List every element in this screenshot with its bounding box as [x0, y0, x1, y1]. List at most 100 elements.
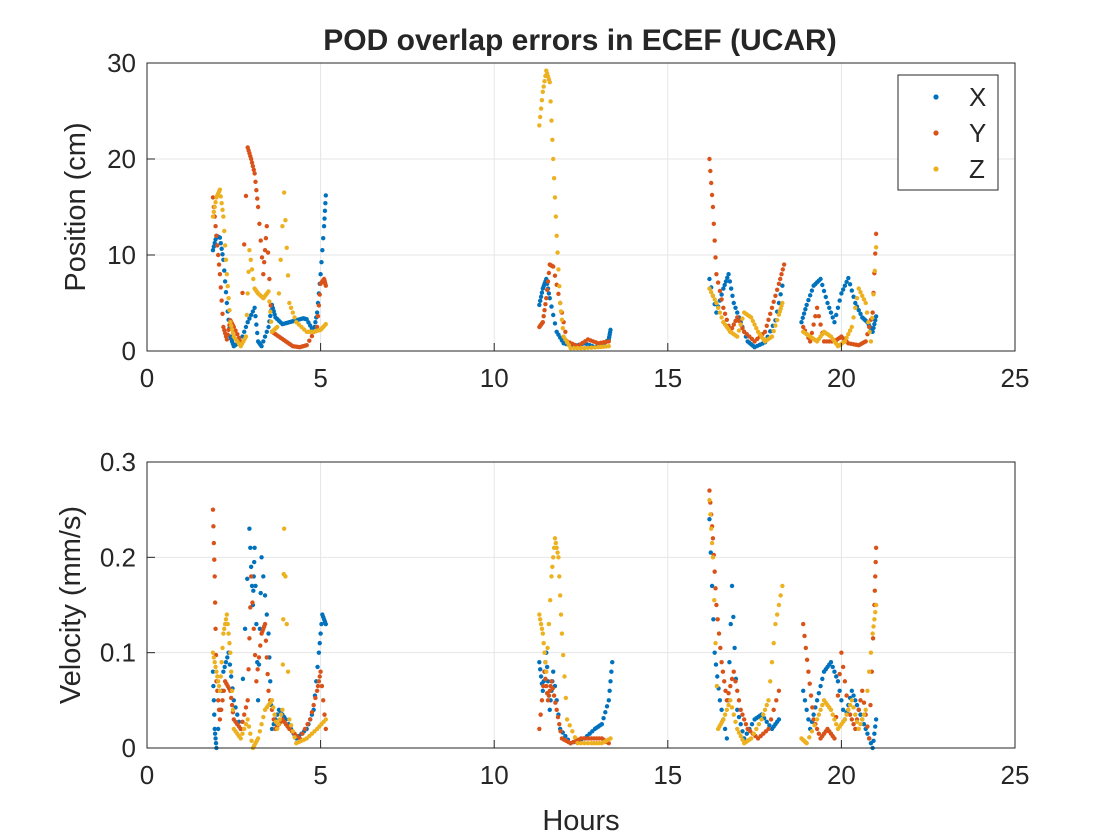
data-point	[842, 339, 848, 344]
data-point	[318, 669, 323, 674]
data-point	[804, 657, 810, 663]
data-point	[865, 724, 870, 729]
data-point	[547, 707, 552, 713]
data-point	[249, 738, 254, 744]
data-point	[248, 564, 254, 570]
data-point	[800, 315, 805, 321]
data-point	[540, 320, 546, 325]
data-point	[721, 286, 726, 291]
data-point	[538, 294, 544, 299]
data-point	[732, 645, 737, 651]
data-point	[575, 345, 580, 351]
data-point	[225, 332, 230, 337]
data-point	[708, 550, 713, 555]
data-point	[315, 683, 321, 689]
data-point	[210, 214, 216, 219]
data-point	[245, 291, 250, 296]
data-point	[754, 326, 759, 331]
data-point	[722, 282, 727, 288]
data-point	[608, 327, 613, 333]
data-point	[240, 719, 245, 724]
data-point	[832, 736, 837, 741]
data-point	[258, 238, 263, 243]
data-point	[722, 679, 727, 684]
data-point	[820, 702, 825, 708]
data-point	[830, 664, 835, 670]
data-point	[220, 207, 225, 213]
data-point	[264, 655, 269, 660]
data-point	[545, 645, 550, 651]
data-point	[849, 324, 855, 330]
data-point	[284, 245, 289, 250]
data-point	[288, 723, 294, 728]
data-point	[262, 334, 268, 339]
legend: X Y Z	[897, 74, 999, 191]
data-point	[212, 660, 217, 665]
data-point	[856, 286, 861, 291]
data-point	[871, 624, 876, 629]
data-point	[214, 669, 219, 674]
data-point	[728, 621, 733, 627]
data-point	[821, 288, 827, 294]
data-point	[259, 721, 264, 727]
data-point	[552, 536, 558, 541]
data-point	[223, 660, 229, 665]
data-point	[570, 729, 575, 734]
data-point	[710, 293, 716, 298]
data-point	[248, 257, 253, 262]
data-point	[215, 698, 221, 703]
position-xtick-label: 20	[827, 363, 856, 393]
data-point	[551, 156, 556, 162]
data-point	[221, 214, 226, 219]
data-point	[261, 272, 266, 277]
data-point	[712, 297, 717, 302]
data-point	[738, 733, 743, 739]
legend-marker-y	[933, 130, 939, 136]
data-point	[323, 193, 329, 198]
data-point	[873, 574, 878, 579]
data-point	[254, 679, 259, 684]
data-point	[316, 650, 322, 655]
data-point	[215, 252, 221, 258]
data-point	[272, 712, 277, 717]
data-point	[558, 612, 564, 617]
data-point	[213, 741, 219, 746]
data-point	[714, 310, 719, 315]
data-point	[840, 287, 846, 292]
data-point	[554, 707, 559, 713]
data-point	[866, 320, 871, 325]
data-point	[551, 555, 556, 560]
data-point	[860, 293, 865, 298]
data-point	[851, 693, 856, 698]
data-point	[319, 621, 324, 627]
legend-item-x: X	[933, 82, 986, 112]
data-point	[290, 729, 296, 734]
data-point	[731, 322, 736, 327]
data-point	[538, 667, 543, 672]
velocity-xtick-label: 25	[1001, 760, 1030, 790]
data-point	[251, 559, 257, 565]
data-point	[265, 250, 271, 255]
data-point	[840, 707, 846, 713]
data-point	[871, 292, 876, 297]
data-point	[547, 688, 552, 693]
data-point	[776, 602, 782, 608]
legend-marker-z	[933, 166, 939, 172]
data-point	[305, 721, 310, 727]
data-point	[217, 717, 223, 722]
data-point	[255, 698, 261, 703]
data-point	[544, 669, 549, 674]
data-point	[823, 294, 828, 300]
data-point	[244, 312, 250, 318]
data-point	[213, 200, 218, 205]
data-point	[873, 602, 879, 608]
data-point	[870, 329, 875, 334]
data-point	[711, 221, 717, 226]
data-point	[547, 296, 552, 301]
data-point	[801, 688, 806, 693]
data-point	[222, 279, 228, 284]
data-point	[268, 309, 273, 314]
data-point	[860, 717, 865, 722]
data-point	[538, 712, 543, 717]
data-point	[547, 598, 553, 603]
